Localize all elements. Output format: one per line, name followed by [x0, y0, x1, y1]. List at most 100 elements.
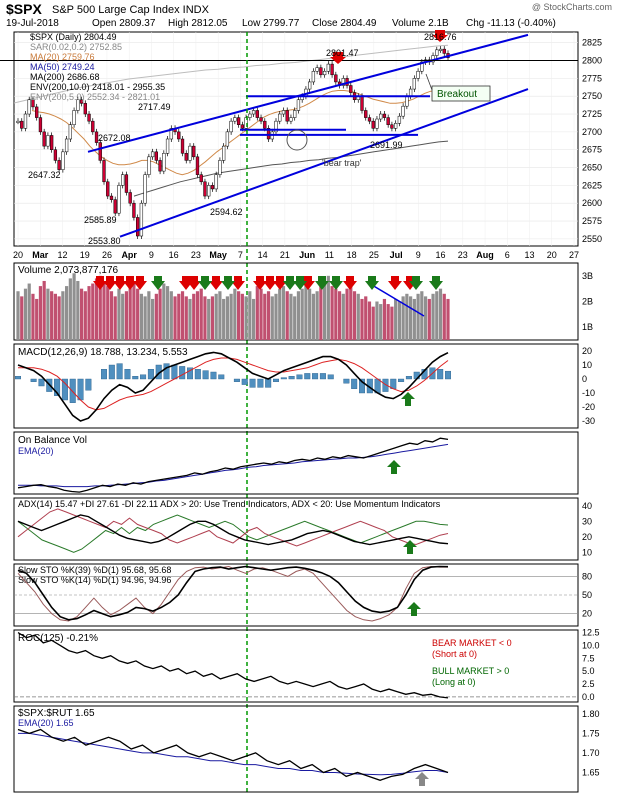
- volume-green-arrow: [315, 276, 329, 290]
- macd-histogram-bar: [38, 378, 45, 387]
- price-tick-label: 2750: [582, 91, 602, 101]
- volume-bar: [438, 288, 443, 340]
- ratio-panel-frame: [13, 705, 579, 793]
- macd-histogram-bar: [257, 378, 264, 388]
- macd-histogram-bar: [77, 378, 84, 401]
- bear-trap-label: 'bear trap': [322, 158, 362, 168]
- x-axis-label: Jul: [390, 250, 403, 260]
- price-candle: [390, 124, 394, 129]
- x-axis-label: 23: [191, 250, 201, 260]
- price-candle: [199, 174, 203, 183]
- macd-histogram-bar: [312, 373, 319, 380]
- volume-bar: [151, 298, 155, 340]
- roc-tick-label: 12.5: [582, 628, 600, 638]
- x-axis-label: 6: [505, 250, 510, 260]
- price-candle: [315, 67, 319, 72]
- macd-histogram-bar: [398, 378, 405, 382]
- volume-bar: [139, 293, 143, 340]
- price-candle: [416, 70, 420, 79]
- price-candle: [394, 123, 398, 129]
- volume-bar: [304, 283, 308, 340]
- x-axis-label: 16: [436, 250, 446, 260]
- price-candle: [124, 174, 129, 193]
- volume-bar: [87, 286, 91, 340]
- x-axis-label: 25: [369, 250, 379, 260]
- macd-histogram-bar: [343, 378, 350, 384]
- volume-bar: [330, 286, 334, 340]
- macd-histogram-bar: [405, 376, 412, 380]
- price-candle: [27, 99, 31, 115]
- price-candle: [50, 135, 54, 150]
- price-candle: [319, 67, 323, 76]
- volume-bar: [91, 283, 95, 340]
- volume-green-arrow: [409, 276, 423, 290]
- volume-bar: [225, 296, 229, 340]
- adx-tick-label: 40: [582, 501, 592, 511]
- macd-tick-label: 10: [582, 360, 592, 370]
- price-candle: [341, 78, 345, 86]
- price-candle: [180, 138, 185, 154]
- macd-histogram-bar: [140, 374, 147, 380]
- price-candle: [136, 217, 140, 237]
- volume-bar: [195, 291, 200, 340]
- macd-histogram-bar: [304, 373, 311, 380]
- x-axis-label: 20: [547, 250, 557, 260]
- price-candle: [251, 110, 256, 115]
- ratio-line: [17, 728, 449, 781]
- x-axis-label: Apr: [121, 250, 137, 260]
- price-candle: [87, 113, 91, 122]
- price-candle: [259, 117, 263, 122]
- macd-histogram-bar: [30, 378, 37, 382]
- volume-bar: [16, 291, 20, 340]
- price-candle: [435, 49, 439, 56]
- roc-tick-label: 10.0: [582, 640, 600, 650]
- volume-bar: [281, 286, 286, 340]
- volume-bar: [352, 291, 357, 340]
- price-candle: [210, 185, 215, 190]
- volume-bar: [337, 291, 342, 340]
- price-candle: [46, 135, 50, 147]
- macd-histogram-bar: [359, 378, 366, 394]
- x-axis-label: 14: [258, 250, 268, 260]
- price-candle: [218, 160, 222, 175]
- volume-bar: [72, 273, 76, 340]
- price-candle: [68, 124, 72, 140]
- stoch-fast-label: Slow STO %K(14) %D(1) 94.96, 94.96: [18, 575, 171, 585]
- volume-bar: [423, 296, 428, 340]
- price-candle: [326, 63, 330, 72]
- macd-histogram-bar: [132, 376, 139, 380]
- volume-bar: [397, 301, 401, 340]
- price-candle: [274, 120, 278, 133]
- breakout-box: [431, 85, 491, 102]
- volume-bar: [50, 291, 54, 340]
- ratio-tick-label: 1.75: [582, 728, 600, 738]
- ma200-line: [133, 140, 449, 197]
- x-axis-label: May: [209, 250, 227, 260]
- price-tick-label: 2650: [582, 163, 602, 173]
- x-axis-label: 13: [525, 250, 535, 260]
- stoch-tick-label: 20: [582, 609, 592, 619]
- price-candle: [109, 195, 114, 200]
- x-axis-label: 16: [169, 250, 179, 260]
- price-candle: [207, 185, 211, 197]
- macd-histogram-bar: [186, 367, 193, 380]
- date-label: 19-Jul-2018: [6, 18, 59, 29]
- price-candle: [401, 105, 405, 117]
- x-axis-label: 9: [149, 250, 154, 260]
- price-candle: [150, 151, 155, 158]
- price-candle: [375, 118, 379, 129]
- volume-bar: [274, 293, 278, 340]
- price-candle: [236, 117, 241, 125]
- volume-bar: [214, 293, 218, 340]
- price-candle: [192, 145, 196, 158]
- volume-bar: [300, 288, 304, 340]
- volume-bar: [128, 286, 132, 340]
- price-candle: [31, 99, 35, 108]
- price-point-label: 2816.76: [424, 32, 457, 42]
- macd-histogram-bar: [163, 363, 170, 380]
- volume-bar: [38, 286, 43, 340]
- volume-red-arrow: [103, 276, 117, 290]
- volume-bar: [409, 296, 413, 340]
- roc-tick-label: 7.5: [582, 653, 595, 663]
- price-candle: [102, 160, 106, 183]
